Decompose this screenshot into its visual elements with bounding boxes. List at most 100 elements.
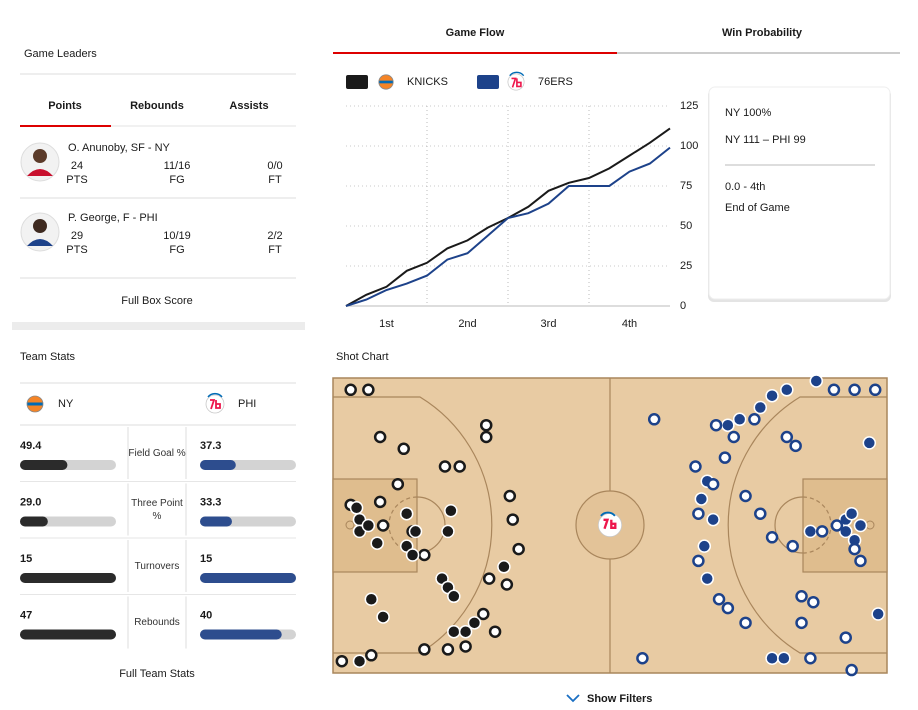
shot: [500, 578, 514, 591]
team-logo: [26, 395, 44, 413]
shot: [694, 492, 709, 506]
legend-swatch: [477, 75, 499, 89]
legend-label: KNICKS: [407, 76, 448, 88]
stat-label: FG: [169, 244, 184, 256]
team-abbr: PHI: [238, 398, 256, 410]
shot: [862, 436, 877, 450]
shot: [376, 610, 390, 624]
win-probability-headline: NY 100%: [725, 107, 771, 119]
legend-label: 76ERS: [538, 76, 573, 88]
shot: [706, 512, 720, 527]
y-tick-label: 25: [680, 260, 692, 272]
shot: [441, 524, 455, 539]
shot: [364, 592, 379, 606]
team-stats-link[interactable]: Full Team Stats: [119, 668, 195, 680]
shot: [503, 489, 517, 503]
shot: [827, 383, 841, 397]
stat-bar: [200, 460, 236, 470]
shot: [789, 439, 802, 453]
shot: [418, 643, 431, 656]
shot: [721, 418, 735, 432]
shot: [809, 374, 824, 388]
shot: [830, 519, 844, 532]
team-logo: [509, 71, 525, 77]
shot: [458, 624, 473, 639]
y-tick-label: 125: [680, 100, 698, 112]
stat-value: 10/19: [163, 230, 191, 242]
shot: [344, 383, 357, 397]
shot: [795, 590, 808, 603]
stat-value: 11/16: [164, 160, 191, 172]
shot: [732, 412, 747, 427]
stat-label: PTS: [66, 174, 87, 186]
shot: [803, 524, 818, 539]
y-tick-label: 0: [680, 300, 686, 312]
shot: [839, 631, 852, 644]
shot: [712, 593, 726, 606]
team-logo: [511, 77, 522, 88]
flow-tab[interactable]: Win Probability: [722, 27, 803, 39]
stat-bar: [200, 573, 296, 583]
shot: [370, 536, 384, 550]
shot: [844, 506, 859, 521]
player-byline: O. Anunoby, SF - NY: [68, 142, 171, 154]
stat-value: 24: [71, 160, 83, 172]
shot: [739, 616, 752, 630]
shot: [807, 595, 820, 609]
shot: [786, 539, 799, 553]
hoop: [345, 520, 355, 530]
shot: [391, 477, 405, 491]
shot: [689, 460, 702, 473]
section-title: Shot Chart: [336, 351, 389, 363]
shot: [721, 601, 735, 615]
stat-value: 2/2: [267, 230, 282, 242]
leader-tab[interactable]: Points: [48, 100, 82, 112]
team-stat-value: 40: [200, 609, 212, 621]
shot: [405, 548, 420, 562]
team-logo: [205, 394, 225, 414]
shot: [754, 507, 767, 520]
stat-label: FT: [268, 244, 282, 256]
stat-label: PTS: [66, 244, 87, 256]
shot: [780, 430, 794, 444]
show-filters-link[interactable]: Show Filters: [587, 693, 652, 705]
shot: [373, 430, 387, 444]
shot: [804, 652, 817, 665]
x-tick-label: 3rd: [541, 318, 557, 330]
stat-bar: [20, 460, 68, 470]
shot: [765, 651, 779, 665]
shot: [352, 654, 367, 668]
shot: [482, 572, 496, 585]
shot: [467, 616, 482, 630]
team-logo: [603, 518, 617, 530]
shot: [647, 413, 661, 426]
win-probability-card: [708, 86, 891, 300]
shot: [459, 640, 472, 653]
shot: [853, 518, 868, 533]
leader-tab[interactable]: Rebounds: [130, 100, 184, 112]
score-line: [345, 146, 671, 307]
stat-bar: [200, 629, 282, 640]
box-score-link[interactable]: Full Box Score: [121, 295, 193, 307]
team-logo: [600, 511, 616, 517]
shot: [868, 383, 882, 397]
team-stat-value: 49.4: [20, 440, 42, 452]
leader-tab[interactable]: Assists: [229, 100, 268, 112]
game-status: End of Game: [725, 202, 790, 214]
shot: [362, 383, 375, 397]
shot: [739, 489, 752, 503]
shot: [497, 560, 511, 574]
player-headshot: [33, 219, 47, 233]
shot: [697, 539, 712, 553]
shot: [871, 607, 885, 621]
y-tick-label: 100: [680, 140, 698, 152]
stat-value: 29: [71, 230, 83, 242]
flow-tab[interactable]: Game Flow: [446, 27, 505, 39]
player-headshot: [27, 239, 53, 246]
team-stat-value: 15: [20, 553, 32, 565]
section-separator: [12, 322, 305, 330]
shot: [447, 589, 461, 604]
shot: [727, 430, 741, 444]
x-tick-label: 4th: [622, 318, 637, 330]
